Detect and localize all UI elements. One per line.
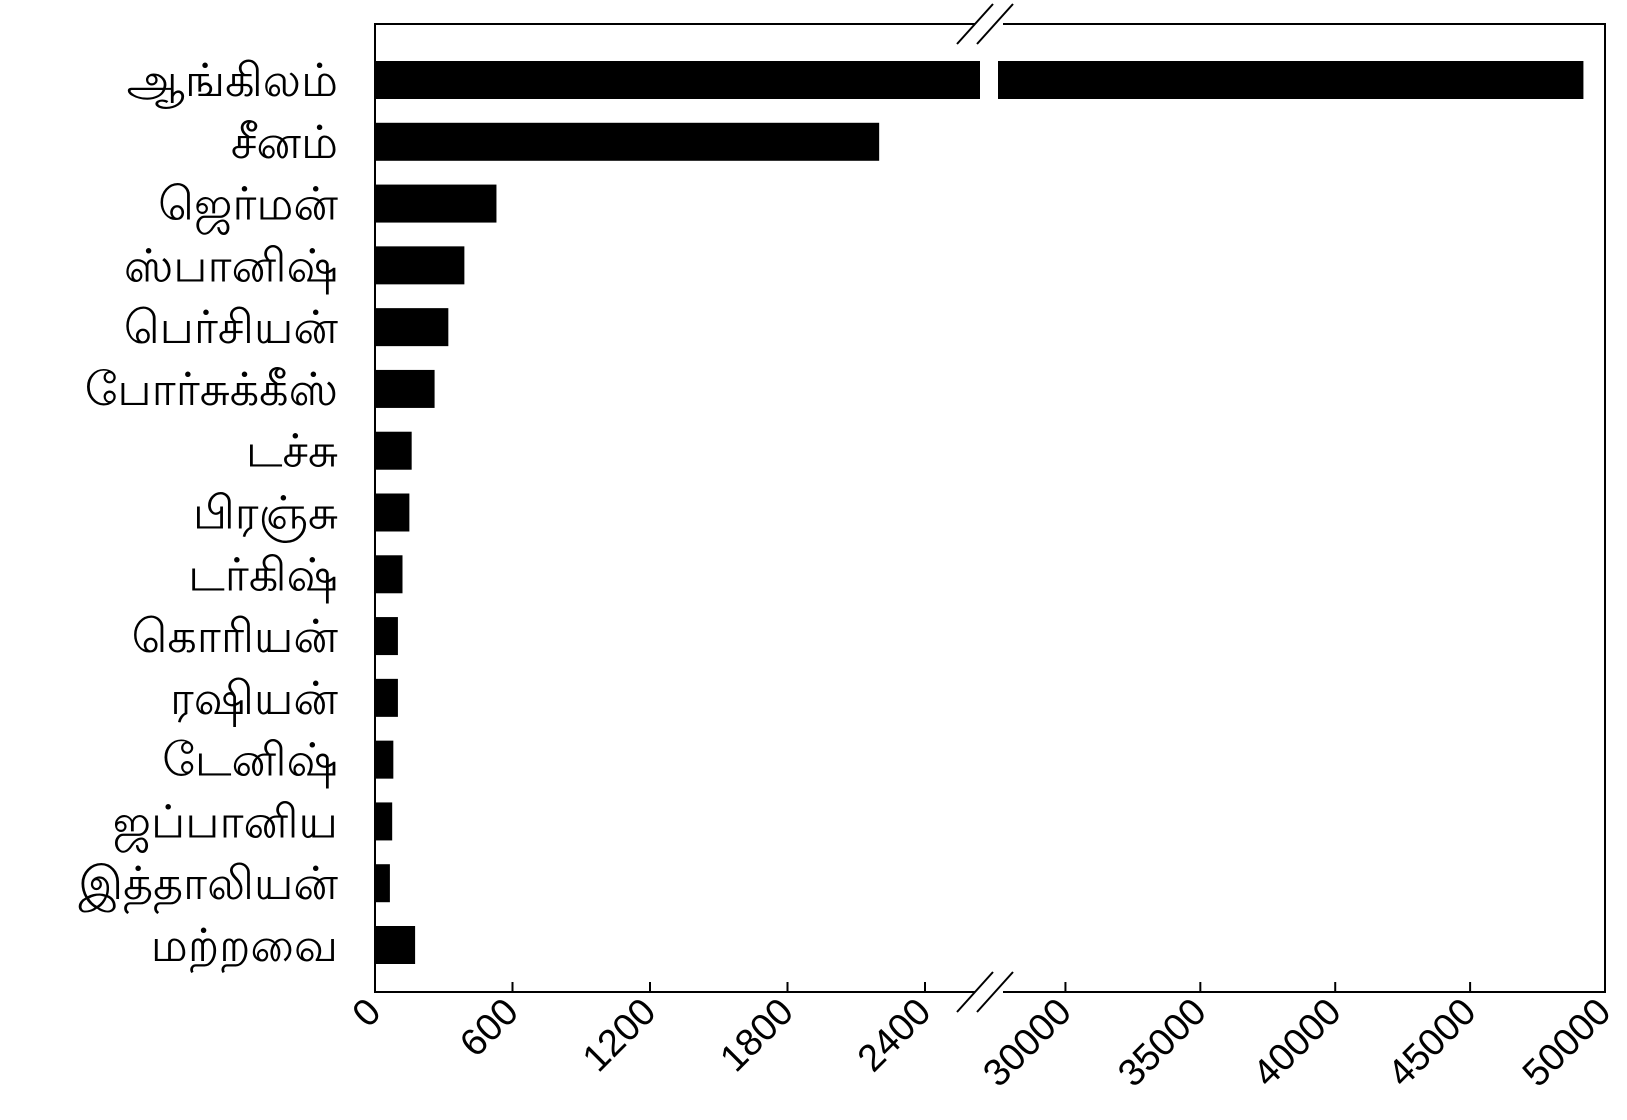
category-label-15: மற்றவை — [151, 918, 338, 973]
bar-7 — [375, 431, 412, 470]
bar-1-part-2 — [998, 61, 1584, 99]
bars-group — [375, 61, 1584, 964]
category-label-8: பிரஞ்சு — [193, 486, 338, 543]
bar-2 — [375, 122, 880, 161]
x-tick-label-10: 50000 — [1515, 991, 1619, 1095]
axis-break-marks — [956, 3, 1014, 1013]
bar-6 — [375, 369, 435, 408]
category-label-7: டச்சு — [246, 424, 338, 478]
x-tick-label-9: 45000 — [1380, 991, 1484, 1095]
category-label-12: டேனிஷ் — [162, 733, 338, 789]
x-tick-label-8: 40000 — [1245, 991, 1349, 1095]
bar-4 — [375, 246, 465, 285]
axis-break-slash-2b — [976, 971, 1014, 1013]
category-label-9: டர்கிஷ் — [188, 547, 338, 603]
bar-10 — [375, 617, 398, 656]
bar-1-part-1 — [375, 61, 980, 99]
x-tick-label-7: 35000 — [1110, 991, 1214, 1095]
x-tick-label-3: 1200 — [575, 991, 664, 1080]
category-labels-group: ஆங்கிலம் சீனம் ஜெர்மன்ஸ்பானிஷ் பெர்சியன் போர… — [78, 53, 338, 973]
category-label-10: கொரியன் — [132, 609, 339, 663]
category-label-6: போர்சுக்கீஸ் — [85, 362, 338, 416]
bar-14 — [375, 864, 390, 903]
axis-break-slash-1a — [956, 3, 994, 45]
bar-9 — [375, 555, 403, 594]
category-label-11: ரஷியன் — [170, 671, 338, 727]
category-label-13: ஜப்பானிய — [113, 794, 338, 852]
category-label-3: ஜெர்மன் — [158, 177, 338, 235]
x-tick-label-2: 600 — [452, 991, 527, 1066]
axis-break-gap-1 — [975, 21, 1003, 27]
bar-5 — [375, 308, 449, 347]
axis-break-slash-1b — [976, 3, 1014, 45]
bar-13 — [375, 802, 393, 841]
axis-break-slash-2a — [956, 971, 994, 1013]
bar-3 — [375, 184, 497, 223]
x-tick-label-1: 0 — [345, 991, 390, 1036]
bar-12 — [375, 740, 394, 779]
category-label-5: பெர்சியன் — [124, 300, 339, 354]
category-label-4: ஸ்பானிஷ் — [124, 238, 338, 294]
bar-11 — [375, 678, 398, 717]
bar-15 — [375, 926, 416, 964]
x-tick-label-5: 2400 — [850, 991, 939, 1080]
bar-8 — [375, 493, 410, 532]
plot-frame — [374, 23, 1606, 993]
category-label-1: ஆங்கிலம் — [127, 53, 338, 109]
category-label-2: சீனம் — [231, 115, 338, 169]
x-ticks-group — [374, 982, 1606, 992]
x-tick-label-6: 30000 — [975, 991, 1079, 1095]
axis-break-gap-2 — [975, 989, 1003, 995]
category-label-14: இத்தாலியன் — [78, 856, 338, 914]
x-tick-label-4: 1800 — [712, 991, 801, 1080]
